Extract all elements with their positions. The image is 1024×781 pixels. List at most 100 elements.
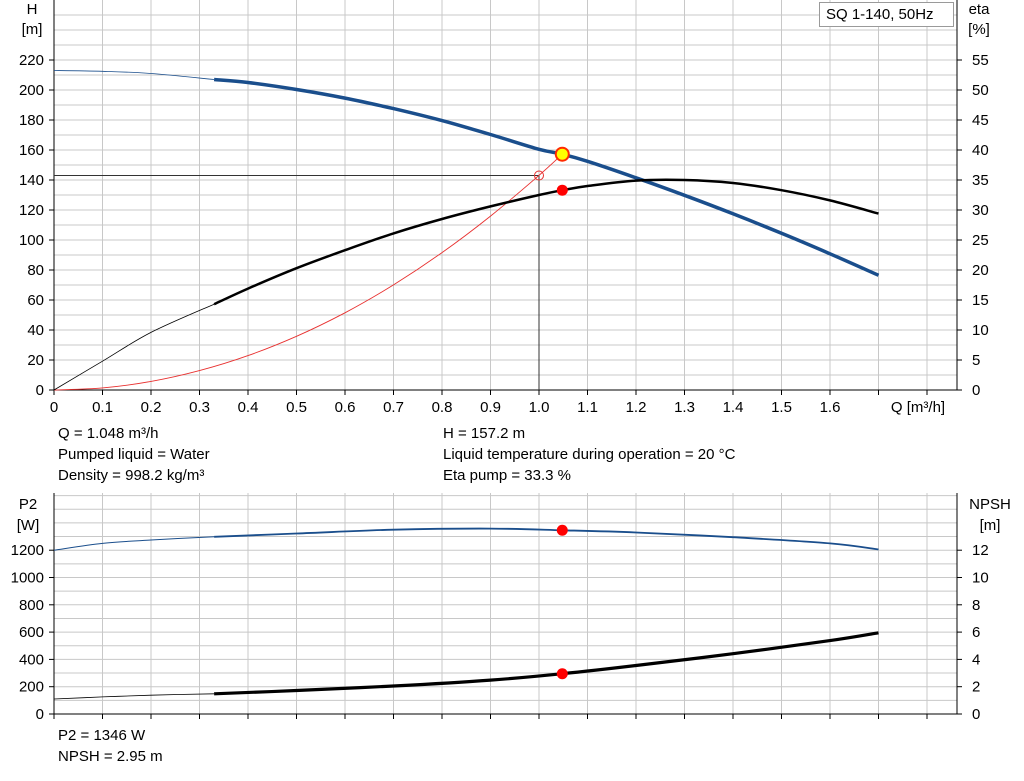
y-right-tick-label: 0	[972, 382, 980, 399]
efficiency-curve-extrapolated	[53, 303, 215, 391]
y-left-tick-label: 40	[27, 322, 44, 339]
top-series	[53, 70, 880, 391]
info-right-top: H = 157.2 m Liquid temperature during op…	[443, 423, 735, 486]
power-curve-extrapolated	[53, 536, 215, 551]
y-right-axis-label: eta	[969, 1, 991, 18]
info-eta: Eta pump = 33.3 %	[443, 467, 571, 484]
y-left-axis-label: H	[27, 1, 38, 18]
info-head: H = 157.2 m	[443, 425, 526, 442]
bottom-axes: 0 200 400 600 800 1000 1200 P2 [W] 0 2 4 6 8 10 12 NPSH […	[11, 493, 1011, 723]
x-tick-label: 0.6	[335, 399, 356, 416]
info-bottom: P2 = 1346 W NPSH = 2.95 m	[58, 725, 163, 767]
x-tick-label: 0.8	[432, 399, 453, 416]
x-axis-label: Q [m³/h]	[891, 399, 945, 416]
y-right-tick-label: 40	[972, 142, 989, 159]
chart-legend: SQ 1-140, 50Hz	[819, 2, 954, 27]
x-tick-label: 1.3	[674, 399, 695, 416]
y-right-tick-label: 12	[972, 542, 989, 559]
efficiency-curve	[213, 178, 879, 306]
npsh-curve-extrapolated	[53, 693, 215, 700]
efficiency-operating-point	[556, 184, 568, 196]
info-p2: P2 = 1346 W	[58, 727, 146, 744]
y-left-tick-label: 20	[27, 352, 44, 369]
info-density: Density = 998.2 kg/m³	[58, 467, 205, 484]
y-left-tick-label: 1200	[11, 542, 44, 559]
info-temperature: Liquid temperature during operation = 20…	[443, 446, 736, 463]
y-left-axis-unit: [m]	[22, 21, 43, 38]
system-curve	[53, 153, 563, 391]
y-left-tick-label: 600	[19, 624, 44, 641]
y-right-tick-label: 50	[972, 82, 989, 99]
x-tick-label: 1.5	[771, 399, 792, 416]
head-curve	[213, 77, 880, 277]
y-left-tick-label: 1000	[11, 570, 44, 587]
bottom-grid	[54, 493, 957, 714]
x-tick-label: 0.3	[189, 399, 210, 416]
top-markers	[534, 146, 570, 196]
y-right-axis-unit: [m]	[980, 517, 1001, 534]
y-right-axis-unit: [%]	[968, 21, 990, 38]
y-right-tick-label: 30	[972, 202, 989, 219]
y-left-tick-label: 0	[36, 706, 44, 723]
x-tick-label: 0.5	[286, 399, 307, 416]
x-tick-label: 1.2	[626, 399, 647, 416]
npsh-operating-point	[556, 668, 568, 680]
y-left-tick-label: 60	[27, 292, 44, 309]
info-left-top: Q = 1.048 m³/h Pumped liquid = Water Den…	[58, 423, 210, 486]
y-right-tick-label: 20	[972, 262, 989, 279]
power-curve	[214, 527, 879, 551]
y-left-axis-label: P2	[19, 496, 37, 513]
bottom-markers	[556, 524, 568, 680]
y-left-tick-label: 80	[27, 262, 44, 279]
y-right-tick-label: 55	[972, 52, 989, 69]
y-left-tick-label: 400	[19, 651, 44, 668]
y-right-tick-label: 10	[972, 570, 989, 587]
head-curve-extrapolated	[53, 70, 215, 80]
top-chart: 0 0.1 0.2 0.3 0.4 0.5 0.6 0.7 0.8 0.9 1.0 1.1 1.2 1.3…	[19, 0, 990, 416]
y-right-tick-label: 8	[972, 597, 980, 614]
y-right-tick-label: 4	[972, 651, 980, 668]
system-curve-crosshair-marker	[534, 170, 544, 181]
y-right-tick-label: 35	[972, 172, 989, 189]
x-tick-label: 0.4	[238, 399, 259, 416]
x-tick-label: 0.7	[383, 399, 404, 416]
head-operating-point	[554, 146, 570, 162]
x-tick-label: 0.2	[141, 399, 162, 416]
info-npsh: NPSH = 2.95 m	[58, 748, 163, 765]
x-tick-label: 0	[50, 399, 58, 416]
y-left-tick-label: 160	[19, 142, 44, 159]
y-left-tick-label: 220	[19, 52, 44, 69]
y-left-tick-label: 100	[19, 232, 44, 249]
x-tick-label: 1.6	[820, 399, 841, 416]
x-tick-label: 1.1	[577, 399, 598, 416]
info-liquid: Pumped liquid = Water	[58, 446, 210, 463]
top-grid	[54, 0, 957, 390]
y-left-tick-label: 200	[19, 679, 44, 696]
y-left-tick-label: 180	[19, 112, 44, 129]
y-right-tick-label: 0	[972, 706, 980, 723]
y-left-axis-unit: [W]	[17, 517, 40, 534]
npsh-curve	[214, 631, 879, 696]
power-operating-point	[556, 524, 568, 536]
x-tick-label: 1.4	[723, 399, 744, 416]
x-tick-label: 0.9	[480, 399, 501, 416]
y-right-tick-label: 15	[972, 292, 989, 309]
x-tick-label: 0.1	[92, 399, 113, 416]
y-right-tick-label: 25	[972, 232, 989, 249]
y-left-tick-label: 800	[19, 597, 44, 614]
y-right-tick-label: 6	[972, 624, 980, 641]
x-tick-label: 1.0	[529, 399, 550, 416]
y-left-tick-label: 200	[19, 82, 44, 99]
top-axes: 0 0.1 0.2 0.3 0.4 0.5 0.6 0.7 0.8 0.9 1.0 1.1 1.2 1.3…	[19, 0, 990, 416]
y-right-tick-label: 10	[972, 322, 989, 339]
bottom-chart: 0 200 400 600 800 1000 1200 P2 [W] 0 2 4 6 8 10 12 NPSH […	[11, 493, 1011, 723]
y-left-tick-label: 140	[19, 172, 44, 189]
y-left-tick-label: 0	[36, 382, 44, 399]
y-right-tick-label: 2	[972, 679, 980, 696]
info-flow: Q = 1.048 m³/h	[58, 425, 159, 442]
y-right-tick-label: 45	[972, 112, 989, 129]
y-right-tick-label: 5	[972, 352, 980, 369]
y-left-tick-label: 120	[19, 202, 44, 219]
y-right-axis-label: NPSH	[969, 496, 1011, 513]
